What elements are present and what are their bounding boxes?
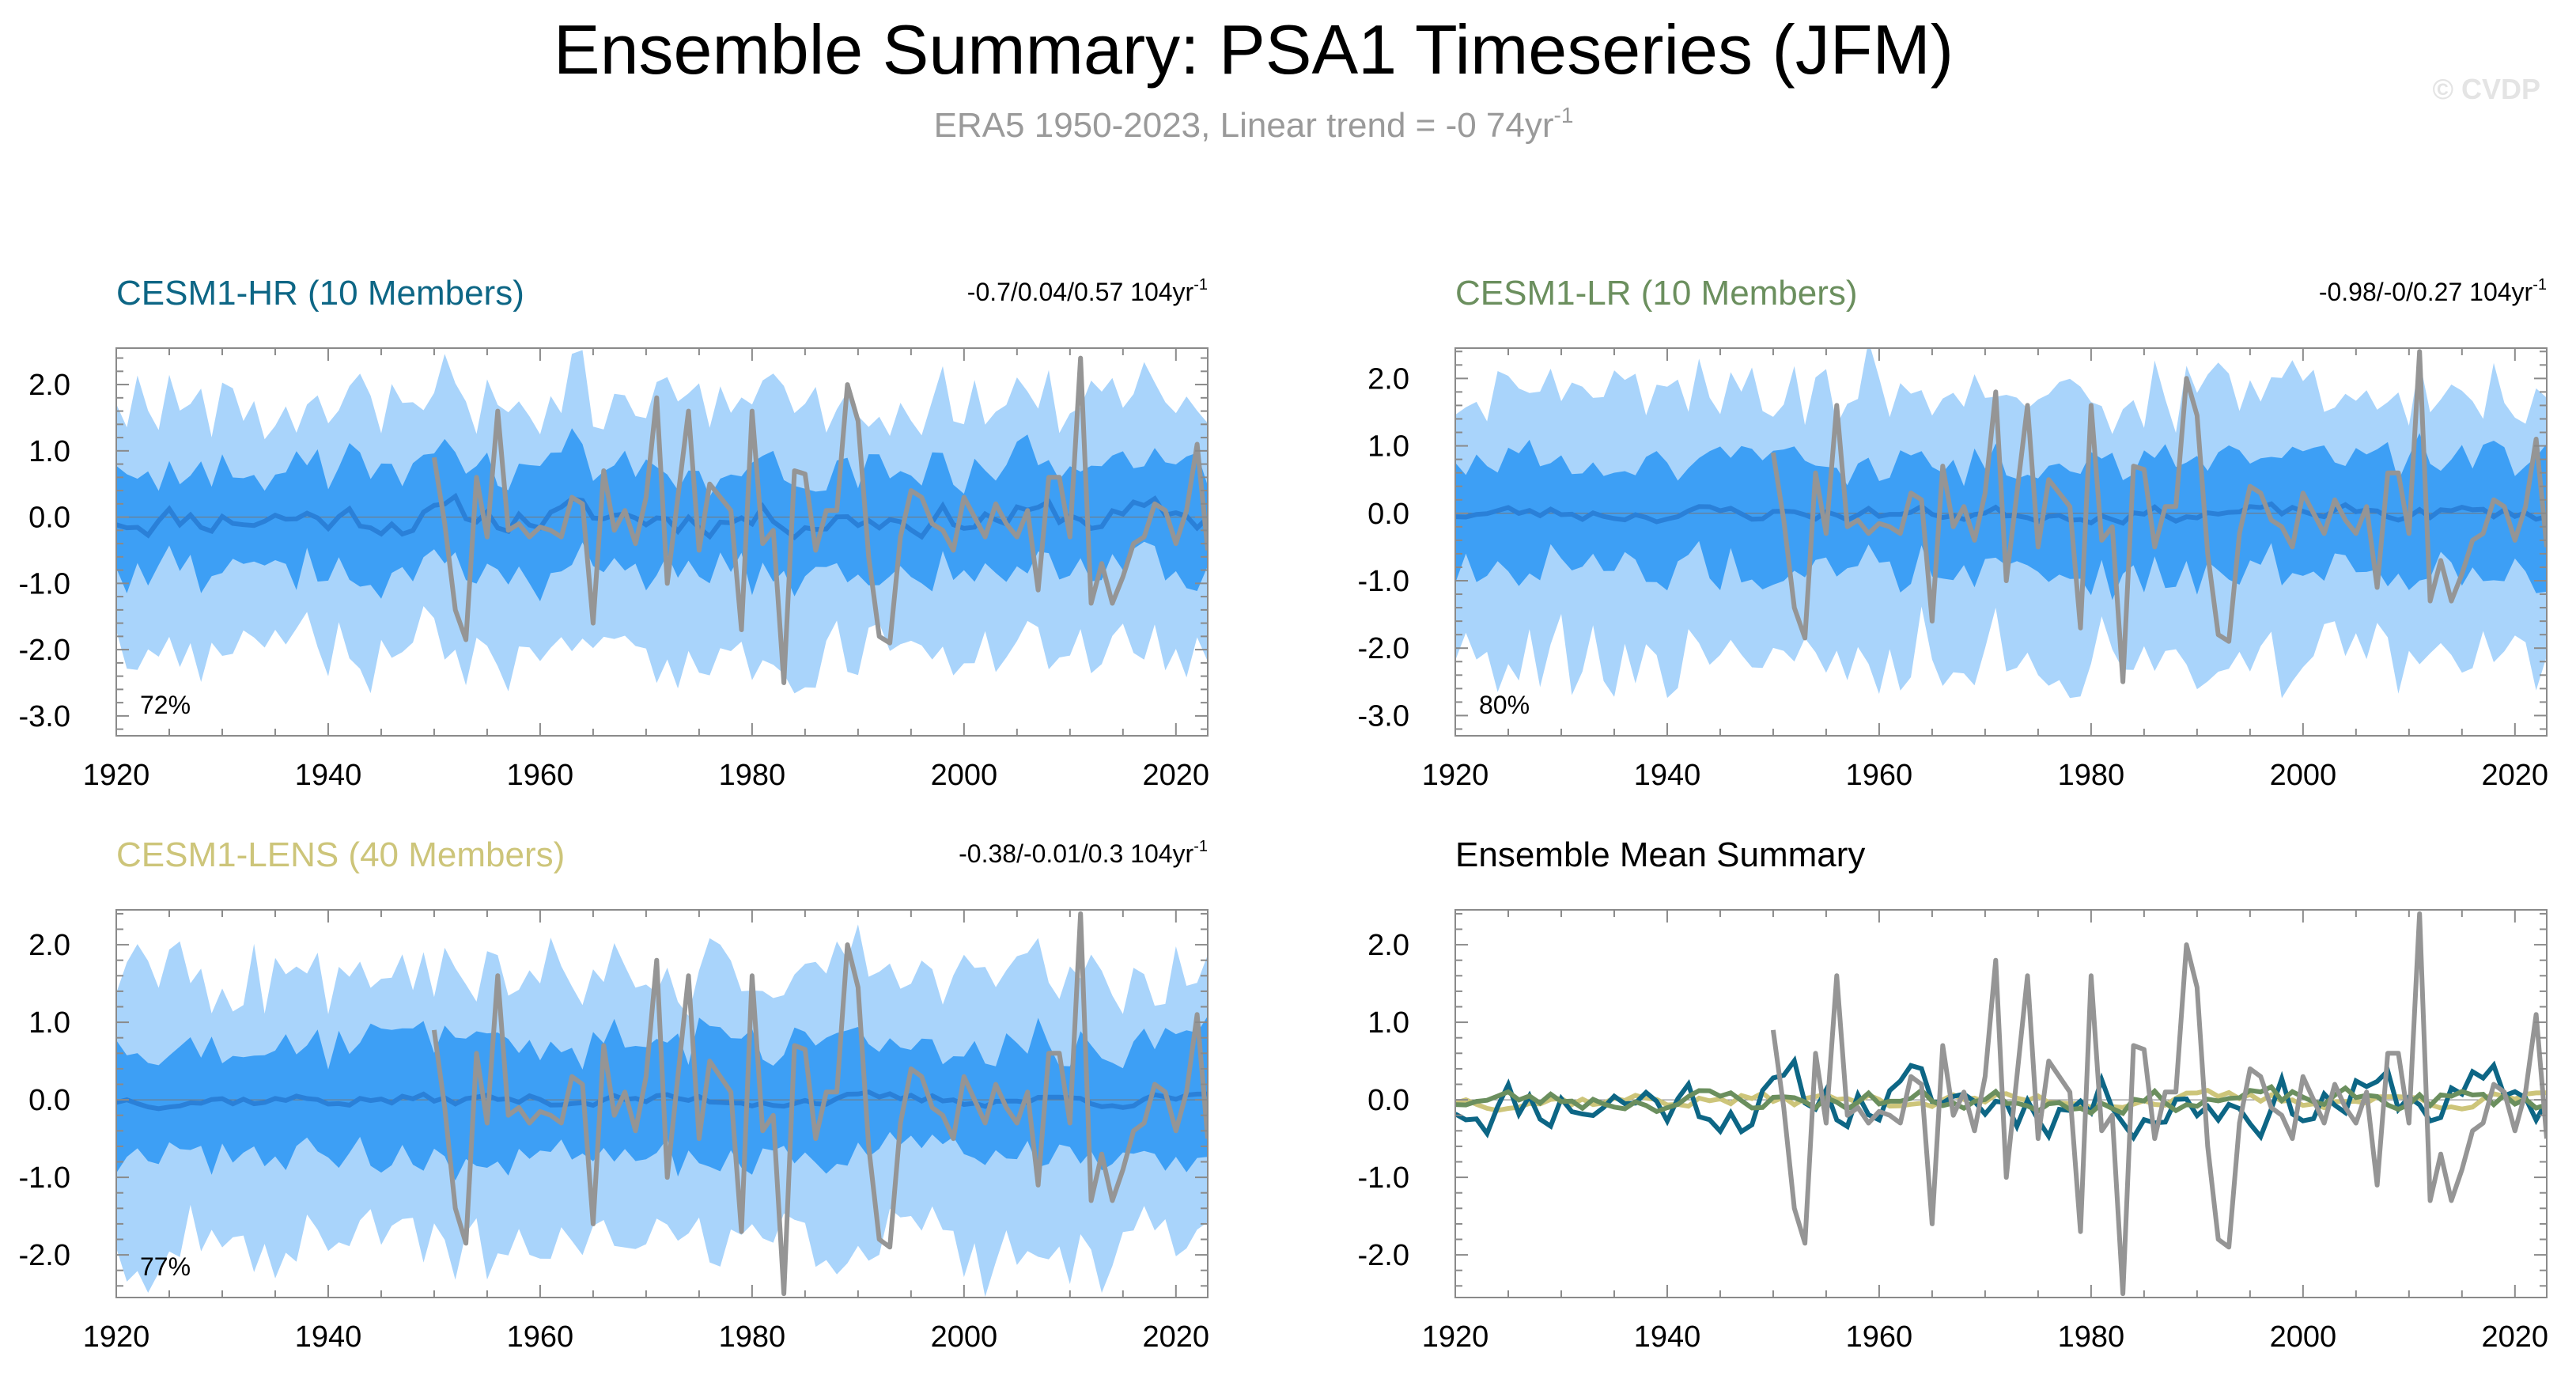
figure-title: Ensemble Summary: PSA1 Timeseries (JFM) bbox=[554, 10, 1954, 89]
panels: CESM1-HR (10 Members) -0.7/0.04/0.57 104y… bbox=[19, 274, 2549, 1354]
y-tick-label: -1.0 bbox=[19, 1161, 70, 1195]
x-tick-label: 1920 bbox=[1422, 1320, 1489, 1354]
plot-frame bbox=[115, 347, 1209, 737]
x-tick-label: 2020 bbox=[1143, 1320, 1210, 1354]
y-tick-label: -1.0 bbox=[19, 567, 70, 600]
subtitle-superscript: -1 bbox=[1554, 103, 1574, 127]
panel-title: Ensemble Mean Summary bbox=[1455, 835, 1865, 874]
plot-frame bbox=[1454, 909, 2548, 1298]
y-tick-label: 1.0 bbox=[1367, 430, 1409, 464]
x-tick-label: 1980 bbox=[719, 1320, 786, 1354]
x-tick-label: 2020 bbox=[2482, 759, 2549, 792]
figure-subtitle: ERA5 1950-2023, Linear trend = -0 74yr-1 bbox=[934, 103, 1574, 145]
x-tick-label: 1940 bbox=[295, 759, 362, 792]
plot-frame bbox=[115, 909, 1209, 1298]
x-tick-label: 1960 bbox=[1846, 1320, 1913, 1354]
y-tick-label: -3.0 bbox=[19, 700, 70, 733]
observed-line bbox=[431, 911, 1208, 1297]
plot-area bbox=[1455, 911, 2547, 1297]
y-tick-label: 2.0 bbox=[1367, 362, 1409, 396]
y-tick-label: -3.0 bbox=[1358, 699, 1409, 733]
plot-area bbox=[116, 350, 1208, 694]
panel-title: CESM1-LENS (40 Members) bbox=[116, 835, 565, 874]
y-tick-label: 2.0 bbox=[28, 929, 70, 962]
y-tick-label: -1.0 bbox=[1358, 565, 1409, 598]
subtitle-text: ERA5 1950-2023, Linear trend = -0 74yr bbox=[934, 106, 1554, 145]
plot-area bbox=[1455, 348, 2547, 699]
y-tick-label: 0.0 bbox=[1367, 498, 1409, 531]
y-tick-label: -2.0 bbox=[19, 634, 70, 667]
x-tick-label: 2000 bbox=[2270, 1320, 2337, 1354]
trend-superscript: -1 bbox=[1193, 276, 1208, 294]
y-tick-label: 1.0 bbox=[1367, 1006, 1409, 1040]
x-tick-label: 1980 bbox=[2058, 1320, 2125, 1354]
y-tick-label: 2.0 bbox=[1367, 929, 1409, 962]
x-tick-label: 1980 bbox=[2058, 759, 2125, 792]
y-tick-label: 2.0 bbox=[28, 369, 70, 402]
x-tick-label: 1980 bbox=[719, 759, 786, 792]
x-tick-label: 1940 bbox=[295, 1320, 362, 1354]
chart-panel-lens: CESM1-LENS (40 Members) -0.38/-0.01/0.3 1… bbox=[19, 835, 1210, 1354]
panel-title: CESM1-HR (10 Members) bbox=[116, 274, 524, 313]
panel-trend-text: -0.38/-0.01/0.3 104yr-1 bbox=[959, 838, 1208, 868]
y-tick-label: 0.0 bbox=[28, 1084, 70, 1117]
chart-panel-lr: CESM1-LR (10 Members) -0.98/-0/0.27 104yr… bbox=[1358, 274, 2549, 792]
trend-value: -0.98/-0/0.27 104yr bbox=[2319, 278, 2533, 306]
y-tick-label: 1.0 bbox=[28, 435, 70, 468]
x-tick-label: 1920 bbox=[83, 1320, 150, 1354]
x-tick-label: 1960 bbox=[507, 759, 574, 792]
y-tick-label: -2.0 bbox=[1358, 1239, 1409, 1272]
y-tick-label: 0.0 bbox=[1367, 1084, 1409, 1117]
trend-superscript: -1 bbox=[1193, 838, 1208, 855]
x-tick-label: 1940 bbox=[1634, 1320, 1701, 1354]
y-tick-label: -1.0 bbox=[1358, 1161, 1409, 1195]
panel-percent-label: 80% bbox=[1479, 691, 1530, 719]
x-tick-label: 2000 bbox=[931, 759, 998, 792]
x-tick-label: 2000 bbox=[931, 1320, 998, 1354]
panel-percent-label: 72% bbox=[140, 691, 191, 719]
x-tick-label: 1920 bbox=[83, 759, 150, 792]
trend-value: -0.38/-0.01/0.3 104yr bbox=[959, 839, 1193, 868]
y-tick-label: -2.0 bbox=[1358, 632, 1409, 665]
plot-area bbox=[116, 911, 1208, 1298]
x-tick-label: 2020 bbox=[1143, 759, 1210, 792]
y-tick-label: 1.0 bbox=[28, 1006, 70, 1040]
panel-trend-text: -0.7/0.04/0.57 104yr-1 bbox=[967, 276, 1208, 306]
observed-line bbox=[1770, 349, 2547, 684]
observed-line bbox=[431, 355, 1208, 685]
cvdp-watermark: © CVDP bbox=[2432, 73, 2540, 105]
x-tick-label: 1920 bbox=[1422, 759, 1489, 792]
panel-trend-text: -0.98/-0/0.27 104yr-1 bbox=[2319, 276, 2547, 306]
panel-title: CESM1-LR (10 Members) bbox=[1455, 274, 1858, 313]
panel-percent-label: 77% bbox=[140, 1252, 191, 1281]
chart-panel-hr: CESM1-HR (10 Members) -0.7/0.04/0.57 104y… bbox=[19, 274, 1210, 792]
chart-panel-mean: Ensemble Mean Summary 1920 1940 1960 1980 200… bbox=[1358, 835, 2549, 1354]
x-tick-label: 2020 bbox=[2482, 1320, 2549, 1354]
trend-superscript: -1 bbox=[2532, 276, 2547, 294]
x-tick-label: 2000 bbox=[2270, 759, 2337, 792]
plot-frame bbox=[1454, 347, 2548, 737]
x-tick-label: 1960 bbox=[1846, 759, 1913, 792]
x-tick-label: 1960 bbox=[507, 1320, 574, 1354]
x-tick-label: 1940 bbox=[1634, 759, 1701, 792]
y-tick-label: -2.0 bbox=[19, 1239, 70, 1272]
y-tick-label: 0.0 bbox=[28, 502, 70, 535]
trend-value: -0.7/0.04/0.57 104yr bbox=[967, 278, 1194, 306]
observed-line bbox=[1770, 911, 2547, 1297]
